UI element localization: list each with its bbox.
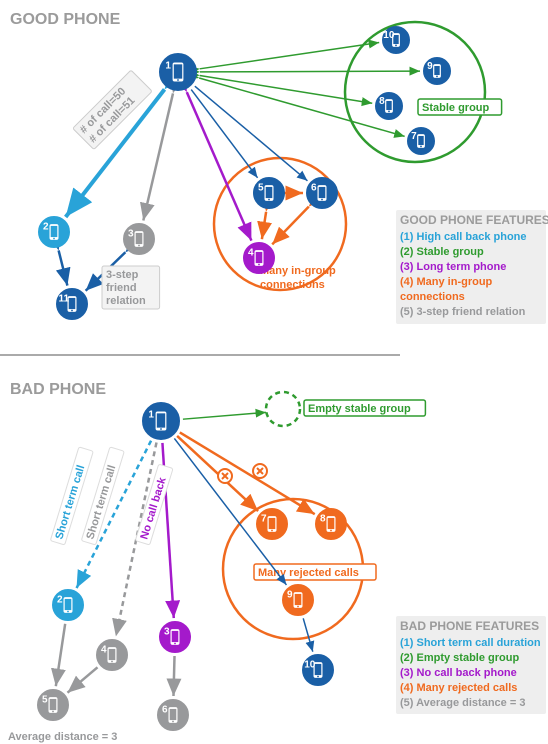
node-g2: 2 bbox=[39, 217, 69, 247]
svg-text:10: 10 bbox=[304, 659, 316, 670]
good-section: GOOD PHONEStable groupMany in-groupconne… bbox=[0, 11, 548, 355]
bad-section: BAD PHONE Empty stable group Many rejected… bbox=[8, 381, 546, 743]
svg-text:Stable group: Stable group bbox=[422, 102, 490, 114]
node-g7: 7 bbox=[408, 128, 434, 154]
svg-text:9: 9 bbox=[287, 589, 293, 600]
node-b9: 9 bbox=[283, 585, 313, 615]
node-g4: 4 bbox=[244, 243, 274, 273]
node-g6: 6 bbox=[307, 178, 337, 208]
node-g3: 3 bbox=[124, 224, 154, 254]
svg-text:1: 1 bbox=[165, 60, 171, 71]
svg-text:BAD PHONE FEATURES: BAD PHONE FEATURES bbox=[400, 619, 539, 633]
node-g11: 11 bbox=[57, 289, 87, 319]
svg-text:8: 8 bbox=[379, 96, 385, 107]
svg-text:(5) Average distance = 3: (5) Average distance = 3 bbox=[400, 697, 525, 709]
svg-text:connections: connections bbox=[400, 291, 465, 303]
svg-text:Average distance = 3: Average distance = 3 bbox=[8, 731, 117, 743]
svg-text:(2) Empty stable group: (2) Empty stable group bbox=[400, 652, 519, 664]
node-g9: 9 bbox=[424, 58, 450, 84]
svg-text:Empty stable group: Empty stable group bbox=[308, 403, 411, 415]
svg-text:connections: connections bbox=[260, 279, 325, 291]
svg-text:11: 11 bbox=[58, 293, 69, 304]
legend: BAD PHONE FEATURES (1) Short term call du… bbox=[396, 616, 546, 714]
svg-text:GOOD PHONE: GOOD PHONE bbox=[10, 11, 121, 28]
svg-text:(4) Many rejected calls: (4) Many rejected calls bbox=[400, 682, 517, 694]
svg-text:7: 7 bbox=[411, 131, 417, 142]
legend: GOOD PHONE FEATURES (1) High call back ph… bbox=[396, 210, 548, 324]
node-b4: 4 bbox=[97, 640, 127, 670]
svg-text:4: 4 bbox=[248, 247, 254, 258]
svg-text:1: 1 bbox=[148, 409, 154, 420]
svg-text:5: 5 bbox=[258, 182, 264, 193]
node-g1: 1 bbox=[160, 54, 196, 90]
svg-text:(1) High call back phone: (1) High call back phone bbox=[400, 231, 527, 243]
node-b10: 10 bbox=[303, 655, 333, 685]
svg-text:Many rejected calls: Many rejected calls bbox=[258, 567, 359, 579]
svg-text:BAD PHONE: BAD PHONE bbox=[10, 381, 106, 398]
svg-text:(5) 3-step friend relation: (5) 3-step friend relation bbox=[400, 306, 526, 318]
svg-text:7: 7 bbox=[261, 513, 267, 524]
svg-text:(3) No call back phone: (3) No call back phone bbox=[400, 667, 517, 679]
node-b6: 6 bbox=[158, 700, 188, 730]
svg-text:6: 6 bbox=[311, 182, 317, 193]
node-b3: 3 bbox=[160, 622, 190, 652]
node-g10: 10 bbox=[383, 27, 409, 53]
node-g8: 8 bbox=[376, 93, 402, 119]
svg-text:(1) Short term call duration: (1) Short term call duration bbox=[400, 637, 541, 649]
svg-text:3: 3 bbox=[128, 228, 134, 239]
node-b2: 2 bbox=[53, 590, 83, 620]
svg-text:GOOD PHONE FEATURES: GOOD PHONE FEATURES bbox=[400, 213, 548, 227]
svg-text:3-step: 3-step bbox=[106, 269, 139, 281]
svg-text:3: 3 bbox=[164, 626, 170, 637]
svg-text:2: 2 bbox=[57, 594, 63, 605]
svg-text:(2) Stable group: (2) Stable group bbox=[400, 246, 484, 258]
node-b5: 5 bbox=[38, 690, 68, 720]
svg-text:(3) Long term phone: (3) Long term phone bbox=[400, 261, 506, 273]
svg-text:4: 4 bbox=[101, 644, 107, 655]
svg-text:(4) Many in-group: (4) Many in-group bbox=[400, 276, 493, 288]
svg-text:relation: relation bbox=[106, 295, 146, 307]
svg-text:5: 5 bbox=[42, 694, 48, 705]
svg-text:8: 8 bbox=[320, 513, 326, 524]
node-b8: 8 bbox=[316, 509, 346, 539]
node-b7: 7 bbox=[257, 509, 287, 539]
diagram-canvas: GOOD PHONEStable groupMany in-groupconne… bbox=[0, 0, 548, 744]
svg-text:9: 9 bbox=[427, 61, 433, 72]
node-b1: 1 bbox=[143, 403, 179, 439]
svg-text:friend: friend bbox=[106, 282, 137, 294]
svg-text:6: 6 bbox=[162, 704, 168, 715]
svg-text:2: 2 bbox=[43, 221, 49, 232]
node-g5: 5 bbox=[254, 178, 284, 208]
svg-text:10: 10 bbox=[383, 30, 395, 41]
